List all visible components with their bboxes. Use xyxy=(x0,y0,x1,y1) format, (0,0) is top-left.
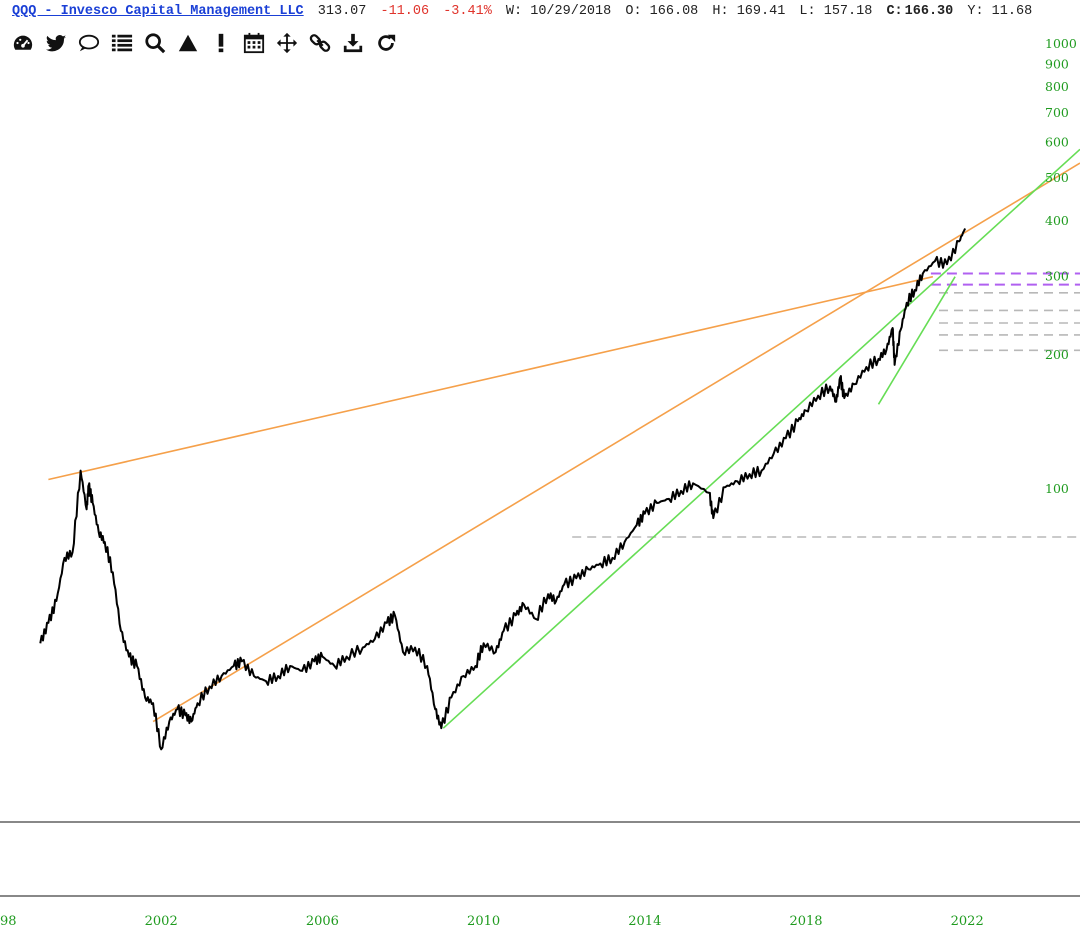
low-value: L: 157.18 xyxy=(799,4,873,19)
twitter-icon[interactable] xyxy=(43,30,69,56)
y-tick-label: 1000 xyxy=(1045,36,1077,51)
last-price: 313.07 xyxy=(317,4,367,19)
exclamation-icon[interactable] xyxy=(208,30,234,56)
calendar-icon[interactable] xyxy=(241,30,267,56)
refresh-icon[interactable] xyxy=(373,30,399,56)
y-tick-label: 700 xyxy=(1045,105,1069,120)
x-tick-label: 2018 xyxy=(789,914,822,929)
x-tick-label: 2010 xyxy=(467,914,500,929)
y-tick-label: 500 xyxy=(1045,170,1069,185)
triangle-icon[interactable] xyxy=(175,30,201,56)
open-value: O: 166.08 xyxy=(625,4,699,19)
y-tick-label: 300 xyxy=(1045,269,1069,284)
y-tick-label: 600 xyxy=(1045,135,1069,150)
x-tick-label: 2006 xyxy=(306,914,339,929)
price-change-pct: -3.41% xyxy=(443,4,492,19)
quote-header: QQQ - Invesco Capital Management LLC 313… xyxy=(12,4,1038,24)
dashboard-icon[interactable] xyxy=(10,30,36,56)
yield-value: Y: 11.68 xyxy=(967,4,1033,19)
x-tick-label: 1998 xyxy=(0,914,17,929)
y-tick-label: 900 xyxy=(1045,56,1069,71)
link-icon[interactable] xyxy=(307,30,333,56)
price-line-0 xyxy=(39,228,967,751)
y-tick-label: 800 xyxy=(1045,79,1069,94)
trendline-1[interactable] xyxy=(152,162,1080,723)
search-icon[interactable] xyxy=(142,30,168,56)
week-date: W: 10/29/2018 xyxy=(505,4,612,19)
close-value: 166.30 xyxy=(904,4,954,19)
x-axis: 1998 2002 2006 2010 2014 2018 2022 xyxy=(0,914,984,929)
list-icon[interactable] xyxy=(109,30,135,56)
download-icon[interactable] xyxy=(340,30,366,56)
x-tick-label: 2014 xyxy=(628,914,661,929)
trendline-3[interactable] xyxy=(877,276,956,405)
x-tick-label: 2022 xyxy=(951,914,984,929)
level-lines xyxy=(572,272,1080,538)
chart-toolbar xyxy=(10,30,399,56)
trend-lines[interactable] xyxy=(48,148,1080,729)
move-icon[interactable] xyxy=(274,30,300,56)
x-tick-label: 2002 xyxy=(145,914,178,929)
trendline-2[interactable] xyxy=(442,148,1080,729)
trendline-0[interactable] xyxy=(48,275,934,481)
price-series xyxy=(39,228,967,751)
y-tick-label: 200 xyxy=(1045,347,1069,362)
y-axis: 1000 900 800 700 600 500 400 300 200 100 xyxy=(1045,36,1077,496)
y-tick-label: 400 xyxy=(1045,213,1069,228)
comment-icon[interactable] xyxy=(76,30,102,56)
ticker-link[interactable]: QQQ - Invesco Capital Management LLC xyxy=(12,4,304,19)
high-value: H: 169.41 xyxy=(712,4,786,19)
y-tick-label: 100 xyxy=(1045,481,1069,496)
price-change: -11.06 xyxy=(380,4,430,19)
close-label: C: xyxy=(886,4,903,19)
